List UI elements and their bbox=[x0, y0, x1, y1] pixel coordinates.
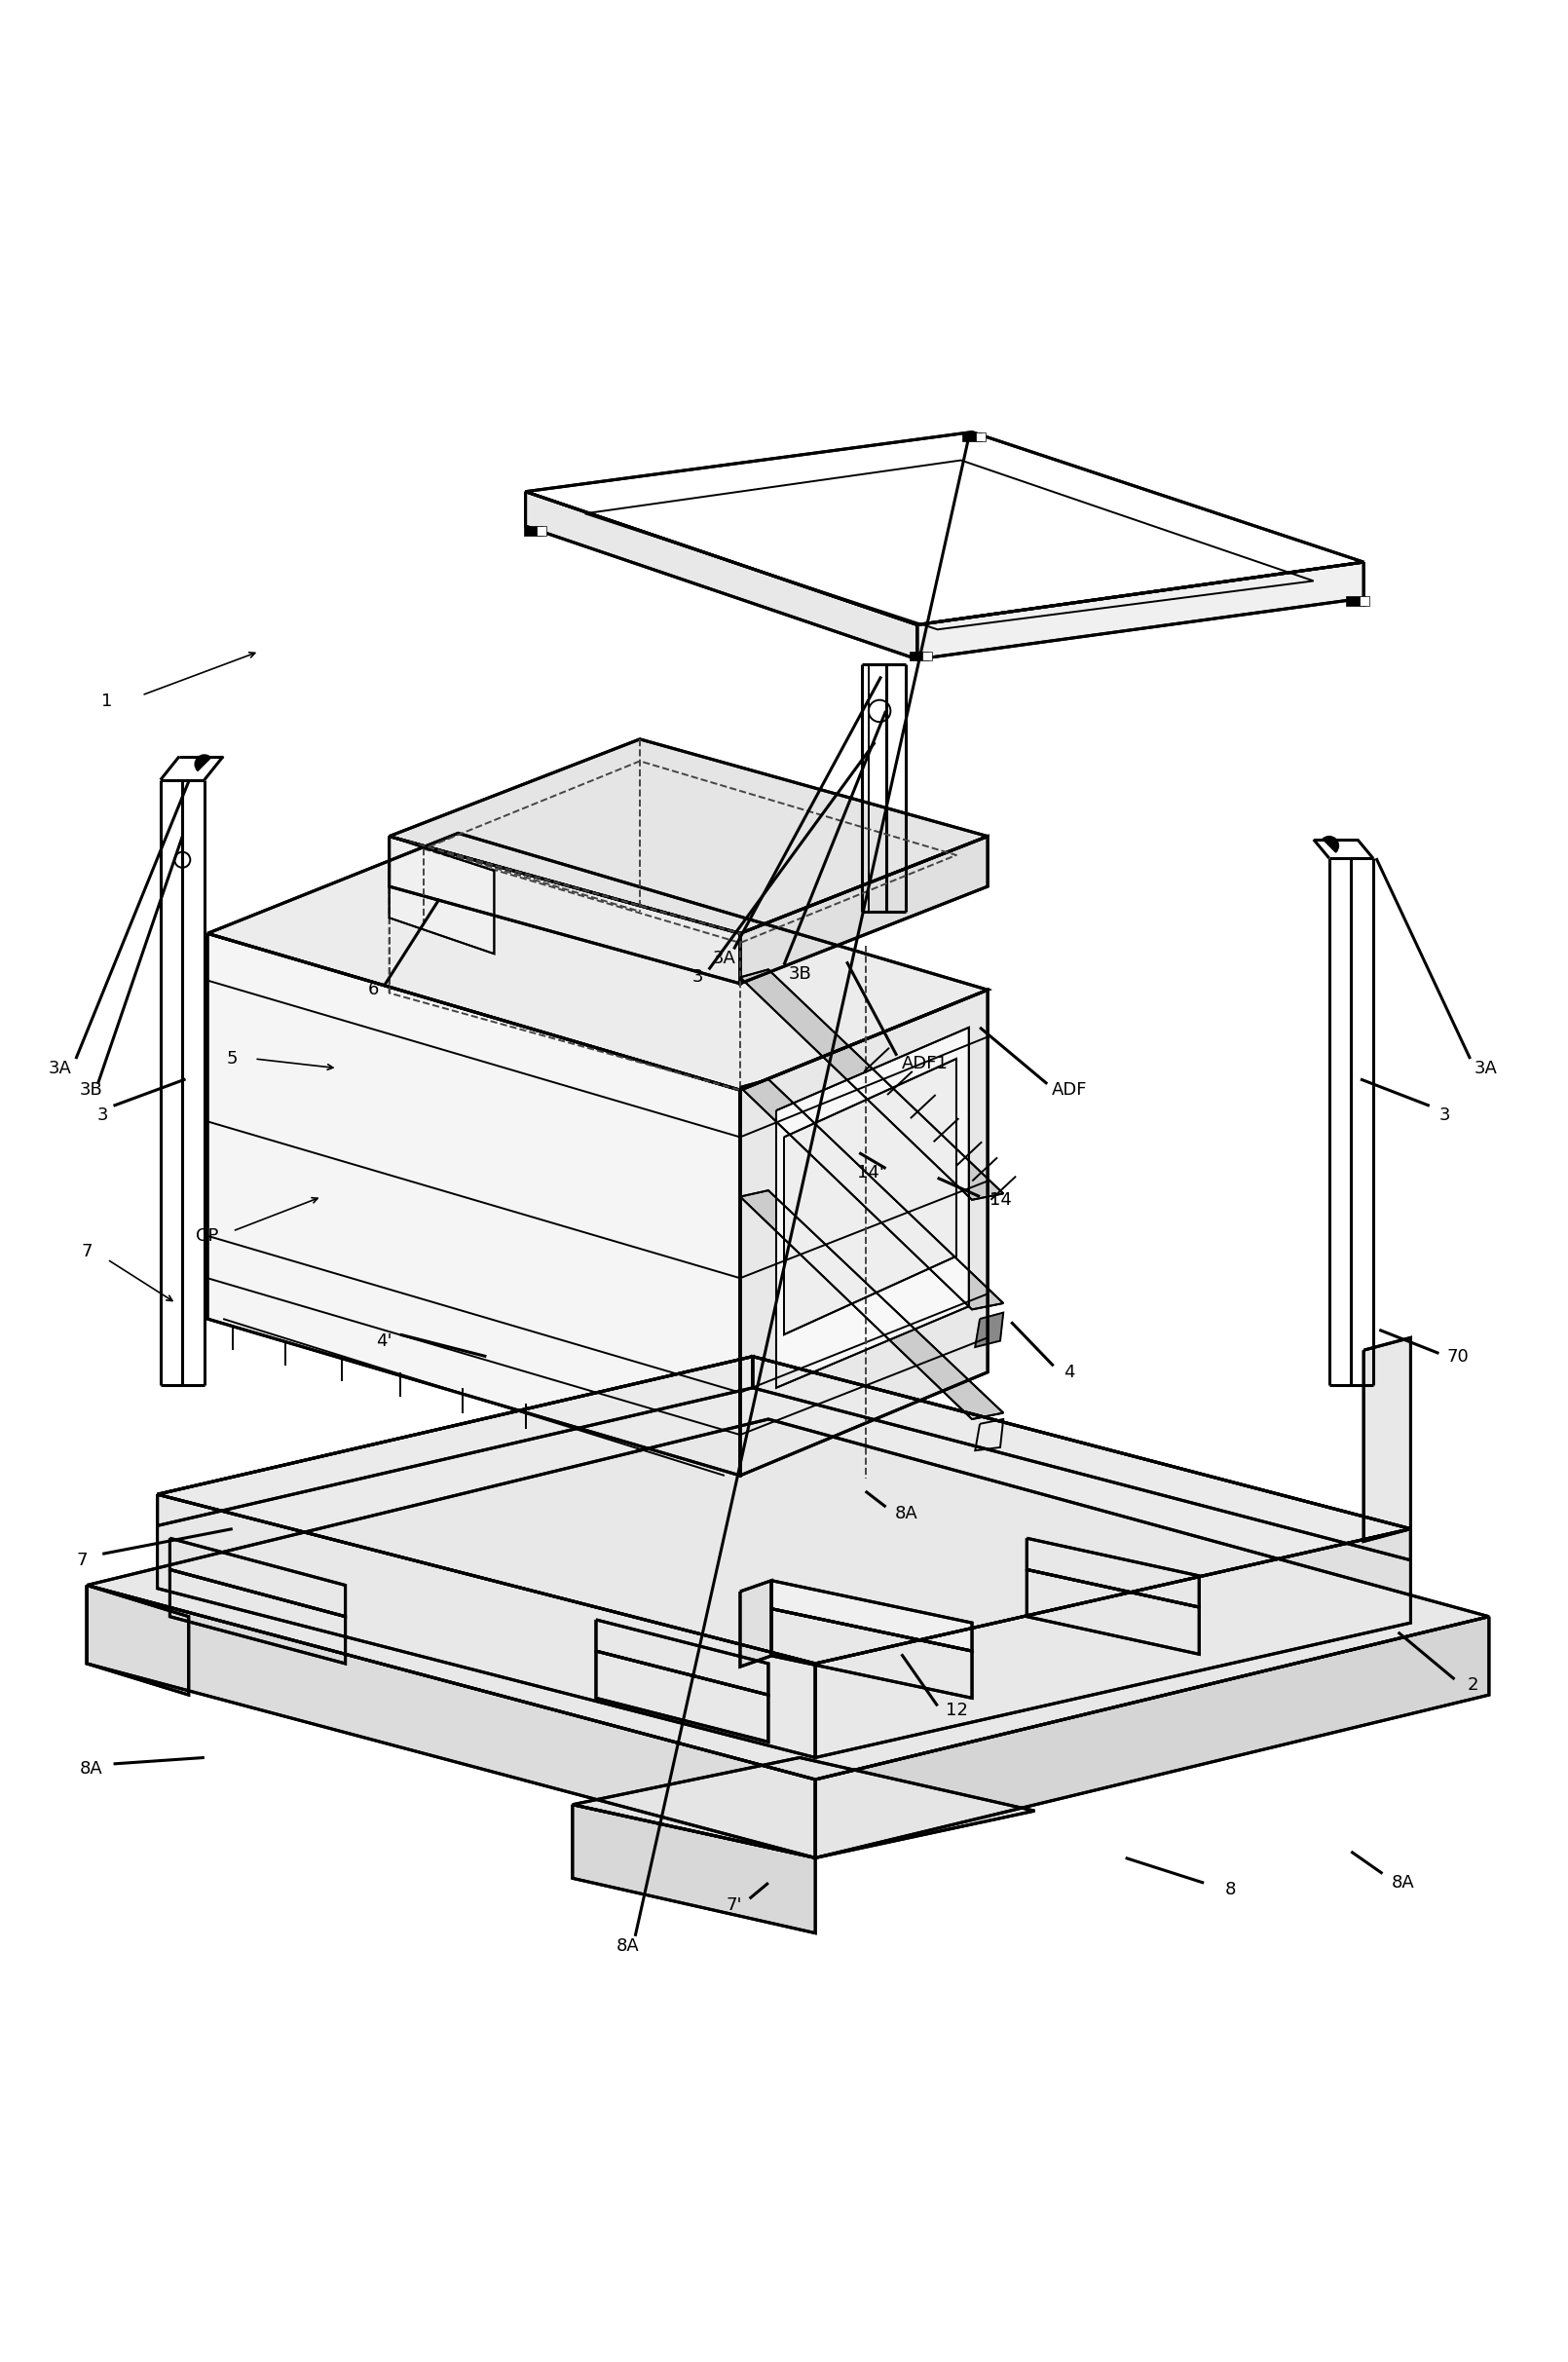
Bar bbox=[922, 652, 931, 661]
Text: 5: 5 bbox=[227, 1051, 238, 1068]
Polygon shape bbox=[389, 836, 494, 954]
Polygon shape bbox=[157, 1356, 1411, 1663]
Text: 70: 70 bbox=[1447, 1349, 1469, 1365]
Polygon shape bbox=[1027, 1538, 1200, 1606]
Polygon shape bbox=[86, 1585, 188, 1696]
Bar bbox=[975, 432, 985, 442]
Text: 14': 14' bbox=[856, 1164, 884, 1181]
Polygon shape bbox=[771, 1580, 972, 1651]
Polygon shape bbox=[207, 834, 988, 1091]
Text: 8A: 8A bbox=[1391, 1873, 1414, 1892]
Bar bbox=[909, 652, 928, 661]
Text: 3: 3 bbox=[1439, 1105, 1450, 1124]
Text: 3A: 3A bbox=[49, 1061, 72, 1077]
Text: ADF: ADF bbox=[1052, 1082, 1087, 1098]
Text: 6: 6 bbox=[368, 980, 379, 999]
Polygon shape bbox=[596, 1620, 768, 1696]
Polygon shape bbox=[389, 739, 988, 933]
Polygon shape bbox=[169, 1538, 345, 1616]
Text: 2: 2 bbox=[1468, 1677, 1479, 1694]
Wedge shape bbox=[194, 756, 212, 770]
Polygon shape bbox=[740, 1580, 771, 1668]
Polygon shape bbox=[525, 432, 1364, 626]
Polygon shape bbox=[525, 491, 917, 659]
Text: 4': 4' bbox=[376, 1332, 392, 1349]
Polygon shape bbox=[596, 1651, 768, 1741]
Text: 7': 7' bbox=[726, 1897, 742, 1913]
Polygon shape bbox=[1027, 1571, 1200, 1653]
Bar bbox=[1359, 598, 1369, 607]
Text: 8: 8 bbox=[1225, 1880, 1236, 1899]
Text: 3A: 3A bbox=[713, 950, 735, 968]
Polygon shape bbox=[157, 1356, 753, 1526]
Text: ADF1: ADF1 bbox=[902, 1056, 949, 1072]
Polygon shape bbox=[740, 1079, 1004, 1309]
Text: 3A: 3A bbox=[1474, 1061, 1497, 1077]
Polygon shape bbox=[753, 1356, 1411, 1561]
Polygon shape bbox=[86, 1420, 1490, 1779]
Polygon shape bbox=[572, 1805, 815, 1932]
Text: 1: 1 bbox=[102, 692, 113, 711]
Text: CP: CP bbox=[196, 1228, 220, 1245]
Polygon shape bbox=[917, 562, 1364, 659]
Text: 4: 4 bbox=[1063, 1363, 1074, 1382]
Polygon shape bbox=[784, 1058, 956, 1335]
Bar bbox=[963, 432, 982, 442]
Polygon shape bbox=[389, 836, 740, 983]
Polygon shape bbox=[815, 1528, 1411, 1757]
Polygon shape bbox=[207, 933, 740, 1476]
Polygon shape bbox=[740, 836, 988, 983]
Polygon shape bbox=[572, 1757, 1035, 1859]
Bar bbox=[524, 527, 543, 536]
Polygon shape bbox=[740, 990, 988, 1476]
Polygon shape bbox=[157, 1495, 815, 1757]
Polygon shape bbox=[815, 1616, 1490, 1859]
Polygon shape bbox=[975, 1420, 1004, 1450]
Polygon shape bbox=[740, 968, 1004, 1200]
Text: 8A: 8A bbox=[80, 1760, 103, 1776]
Polygon shape bbox=[771, 1609, 972, 1698]
Text: 14: 14 bbox=[989, 1190, 1011, 1209]
Wedge shape bbox=[1322, 836, 1339, 853]
Text: 3: 3 bbox=[691, 968, 704, 985]
Text: 3B: 3B bbox=[789, 966, 811, 983]
Text: 7: 7 bbox=[82, 1242, 93, 1261]
Text: 7: 7 bbox=[77, 1552, 88, 1568]
Bar bbox=[538, 527, 547, 536]
Bar bbox=[1347, 598, 1366, 607]
Polygon shape bbox=[975, 1313, 1004, 1346]
Polygon shape bbox=[740, 1190, 1004, 1420]
Text: 8A: 8A bbox=[616, 1937, 638, 1953]
Text: 3B: 3B bbox=[80, 1082, 103, 1098]
Text: 12: 12 bbox=[946, 1701, 967, 1720]
Polygon shape bbox=[169, 1571, 345, 1663]
Text: 3: 3 bbox=[97, 1105, 108, 1124]
Polygon shape bbox=[86, 1585, 815, 1859]
Polygon shape bbox=[1364, 1337, 1411, 1542]
Text: 8A: 8A bbox=[895, 1505, 917, 1521]
Polygon shape bbox=[776, 1027, 969, 1389]
